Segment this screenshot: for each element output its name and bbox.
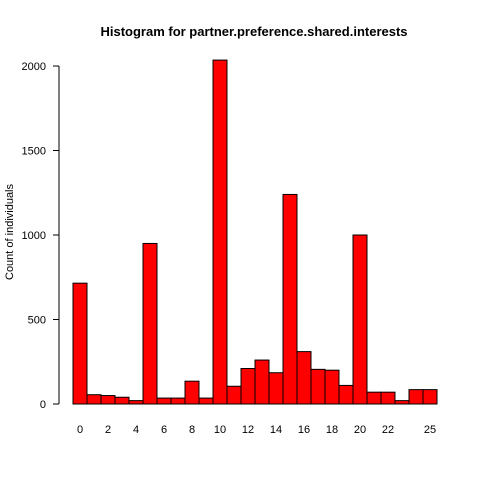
x-tick-labels: 0 2 4 6 8 10 12 14 16 18 20 22 25 [77, 424, 436, 436]
x-tick-label-22: 22 [382, 424, 394, 436]
histogram-bar-21 [366, 391, 382, 405]
histogram-bar-16 [296, 351, 312, 405]
histogram-bar-17 [310, 368, 326, 405]
y-tick-label-1500: 1500 [22, 146, 46, 158]
x-tick-label-18: 18 [326, 424, 338, 436]
histogram-bar-6 [156, 397, 172, 405]
x-tick-label-14: 14 [270, 424, 282, 436]
histogram-bar-3 [114, 396, 130, 405]
histogram-bar-14 [268, 372, 284, 405]
x-tick-label-2: 2 [105, 424, 111, 436]
bars-group [72, 59, 438, 405]
x-tick-label-12: 12 [242, 424, 254, 436]
histogram-bar-19 [338, 384, 354, 405]
histogram-bar-7 [170, 397, 186, 405]
x-tick-label-4: 4 [133, 424, 139, 436]
y-tick-label-2000: 2000 [22, 61, 46, 73]
x-tick-label-20: 20 [354, 424, 366, 436]
histogram-bar-23 [394, 400, 410, 405]
histogram-bar-1 [86, 394, 102, 405]
chart-title: Histogram for partner.preference.shared.… [100, 24, 407, 39]
histogram-bar-2 [100, 395, 116, 405]
y-tick-label-1000: 1000 [22, 230, 46, 242]
x-tick-label-6: 6 [161, 424, 167, 436]
histogram-bar-22 [380, 391, 396, 405]
histogram-bar-9 [198, 397, 214, 405]
y-tick-label-0: 0 [40, 399, 46, 411]
histogram-bar-4 [128, 400, 144, 405]
y-axis-label: Count of individuals [4, 184, 16, 281]
histogram-bar-0 [72, 282, 88, 405]
x-tick-label-16: 16 [298, 424, 310, 436]
histogram-bar-18 [324, 369, 340, 405]
histogram-bar-15 [282, 193, 298, 405]
histogram-bar-13 [254, 359, 270, 405]
y-tick-label-500: 500 [28, 315, 46, 327]
x-tick-label-25: 25 [424, 424, 436, 436]
x-tick-label-0: 0 [77, 424, 83, 436]
histogram-bar-25 [422, 389, 438, 405]
histogram-bar-5 [142, 242, 158, 405]
x-tick-label-10: 10 [214, 424, 226, 436]
histogram-bar-20 [352, 234, 368, 405]
x-tick-label-8: 8 [189, 424, 195, 436]
histogram-bar-8 [184, 380, 200, 405]
histogram-bar-24 [408, 389, 424, 405]
histogram-bar-10 [212, 59, 228, 405]
y-axis: 0 500 1000 1500 2000 [22, 61, 60, 411]
histogram-bar-11 [226, 385, 242, 405]
histogram-bar-12 [240, 368, 256, 405]
